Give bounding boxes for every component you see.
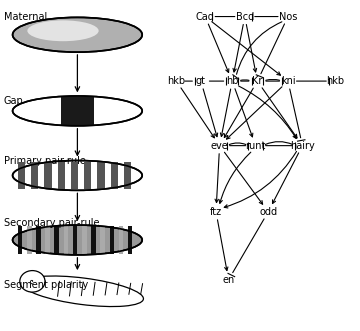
Bar	[97, 162, 104, 189]
Text: kni: kni	[281, 76, 295, 86]
Text: hairy: hairy	[290, 141, 315, 151]
Text: ftz: ftz	[210, 207, 222, 217]
Text: Nos: Nos	[279, 12, 297, 22]
Text: Maternal: Maternal	[4, 12, 47, 22]
Bar	[100, 226, 105, 254]
Bar	[18, 226, 22, 254]
Text: hb: hb	[226, 76, 238, 86]
Bar	[58, 162, 65, 189]
Bar	[119, 226, 123, 254]
Ellipse shape	[22, 276, 143, 307]
Ellipse shape	[13, 161, 142, 190]
Text: Gap: Gap	[4, 96, 23, 106]
Text: gt: gt	[196, 76, 206, 86]
Text: runt: runt	[246, 141, 266, 151]
Text: Bcd: Bcd	[236, 12, 254, 22]
Bar	[124, 162, 131, 189]
Bar	[18, 162, 25, 189]
Bar	[45, 226, 50, 254]
Bar	[71, 162, 78, 189]
Bar	[128, 226, 132, 254]
Text: Primary pair-rule: Primary pair-rule	[4, 156, 85, 166]
Bar	[36, 226, 41, 254]
Bar	[91, 226, 96, 254]
Ellipse shape	[27, 21, 99, 41]
Bar	[44, 162, 51, 189]
Text: en: en	[222, 275, 235, 285]
Bar	[82, 226, 86, 254]
Text: hkb: hkb	[167, 76, 185, 86]
Bar	[111, 162, 118, 189]
Bar	[61, 97, 94, 125]
Text: hkb: hkb	[326, 76, 344, 86]
Ellipse shape	[13, 96, 142, 126]
Text: eve: eve	[211, 141, 229, 151]
Ellipse shape	[20, 271, 45, 292]
Bar	[27, 226, 32, 254]
Ellipse shape	[13, 225, 142, 255]
Text: Kr: Kr	[252, 76, 262, 86]
Bar	[31, 162, 38, 189]
Text: Secondary pair-rule: Secondary pair-rule	[4, 218, 99, 228]
Text: odd: odd	[259, 207, 277, 217]
Text: Cad: Cad	[196, 12, 215, 22]
Bar	[54, 226, 59, 254]
Bar	[64, 226, 68, 254]
Bar	[109, 226, 114, 254]
Bar	[84, 162, 91, 189]
Bar	[73, 226, 77, 254]
Ellipse shape	[13, 17, 142, 52]
Text: Segment polarity: Segment polarity	[4, 280, 88, 290]
